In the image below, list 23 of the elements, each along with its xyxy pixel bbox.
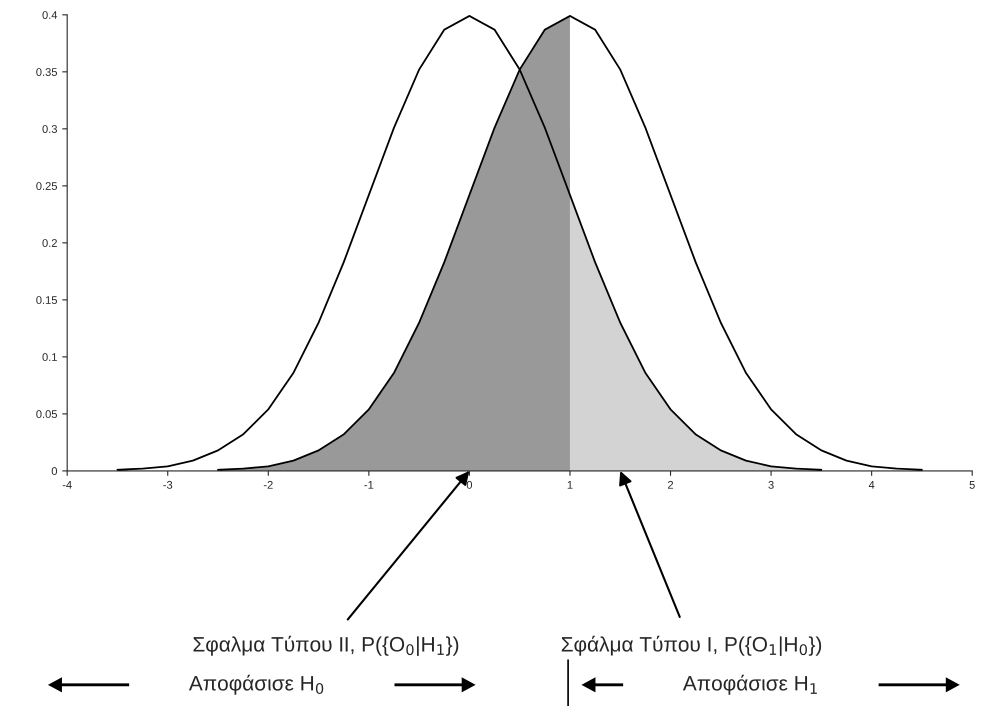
- y-tick-label: 0.2: [42, 239, 57, 247]
- x-tick-label: -1: [364, 481, 374, 489]
- y-tick-label: 0.25: [36, 182, 57, 190]
- x-tick-label: 4: [868, 481, 874, 489]
- y-tick-label: 0.15: [36, 296, 57, 304]
- y-tick-label: 0: [52, 467, 58, 476]
- x-tick-label: 0: [466, 480, 472, 489]
- text: Αποφάσισε H$_{0}$: [188, 674, 324, 695]
- y-tick-label: 0.1: [42, 353, 57, 362]
- annotation: Σφαλμα Τύπου II, P({O$_{0}$|H$_{1}$}): [193, 636, 458, 656]
- x-tick-label: -4: [62, 481, 72, 489]
- y-tick-label: 0.35: [36, 68, 57, 76]
- x-tick-label: -3: [163, 480, 172, 489]
- y-tick-label: 0.05: [36, 410, 57, 418]
- x-tick-label: 1: [568, 481, 573, 489]
- y-tick-label: 0.3: [42, 125, 57, 133]
- x-tick-label: 3: [768, 480, 774, 489]
- text: Αποφάσισε H$_{1}$: [682, 674, 817, 695]
- annotation: Σφάλμα Τύπου I, P({O$_{1}$|H$_{0}$}): [562, 636, 822, 656]
- y-tick-label: 0.4: [42, 11, 58, 19]
- x-tick-label: -2: [264, 480, 273, 489]
- x-tick-label: 2: [668, 480, 674, 489]
- x-tick-label: 5: [970, 481, 975, 489]
